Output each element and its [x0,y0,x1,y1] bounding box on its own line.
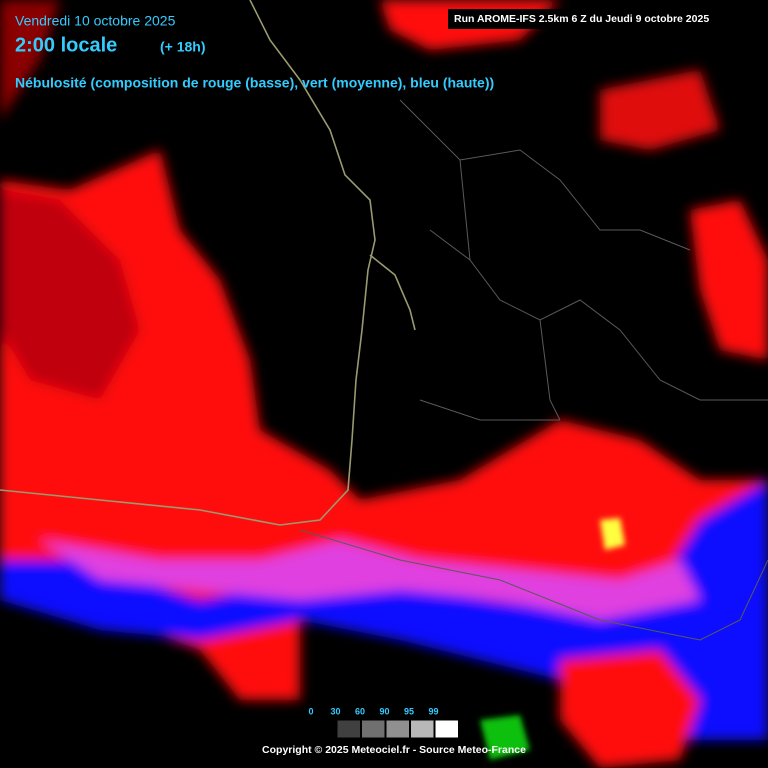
offset: (+ 18h) [160,39,206,55]
legend-label: 90 [379,706,389,716]
legend-label: 95 [404,706,414,716]
legend: 0 30 60 90 95 99 [308,706,459,739]
date: Vendredi 10 octobre 2025 [15,13,176,29]
copyright: Copyright © 2025 Meteociel.fr - Source M… [262,744,526,756]
legend-label: 99 [428,706,438,716]
borders [299,99,768,641]
run-info: Run AROME-IFS 2.5km 6 Z du Jeudi 9 octob… [454,13,709,25]
legend-swatch [361,719,386,739]
legend-swatch [336,719,361,739]
legend-label: 60 [355,706,365,716]
legend-label: 0 [308,706,313,716]
time: 2:00 locale [15,34,117,56]
coastline [0,0,416,526]
legend-swatch [385,719,410,739]
header: Vendredi 10 octobre 2025 2:00 locale (+ … [15,13,494,91]
legend-swatch [434,719,459,739]
run-box [448,9,768,29]
cloud-detail [480,518,625,760]
description: Nébulosité (composition de rouge (basse)… [15,75,494,91]
legend-swatch [410,719,435,739]
legend-label: 30 [330,706,340,716]
